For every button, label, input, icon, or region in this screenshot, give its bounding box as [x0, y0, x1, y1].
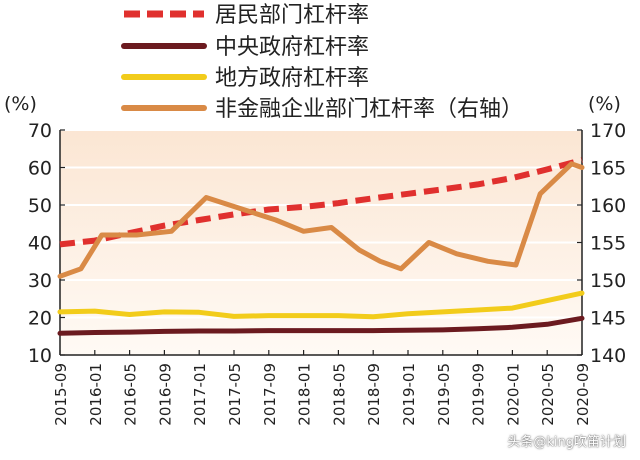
- left-tick-label: 20: [28, 308, 52, 330]
- right-tick-label: 160: [590, 195, 626, 217]
- right-tick-label: 140: [590, 345, 626, 367]
- x-tick-label: 2015-09: [52, 363, 70, 426]
- right-tick-label: 170: [590, 120, 626, 142]
- left-tick-label: 60: [28, 158, 52, 180]
- watermark: 头条@king吹笛计划: [507, 435, 626, 450]
- x-tick-label: 2016-05: [122, 363, 140, 426]
- x-tick-label: 2016-09: [156, 363, 174, 426]
- x-tick-label: 2019-05: [435, 363, 453, 426]
- right-unit-label: (%): [588, 93, 621, 115]
- x-tick-label: 2020-09: [574, 363, 592, 426]
- x-tick-label: 2019-01: [400, 363, 418, 426]
- x-tick-label: 2018-05: [330, 363, 348, 426]
- series-line-household: [59, 157, 583, 248]
- left-tick-label: 40: [28, 233, 52, 255]
- x-tick-label: 2020-05: [539, 363, 557, 426]
- x-tick-label: 2019-09: [470, 363, 488, 426]
- left-tick-label: 50: [28, 195, 52, 217]
- x-tick-label: 2016-01: [87, 363, 105, 426]
- series-line-central-gov: [57, 315, 585, 336]
- x-tick-label: 2017-01: [191, 363, 209, 426]
- x-tick-label: 2017-05: [226, 363, 244, 426]
- x-tick-label: 2020-01: [504, 363, 522, 426]
- left-tick-label: 70: [28, 120, 52, 142]
- right-tick-label: 155: [590, 233, 626, 255]
- x-tick-label: 2018-09: [365, 363, 383, 426]
- right-tick-label: 145: [590, 308, 626, 330]
- legend-household-label: 居民部门杠杆率: [215, 3, 369, 28]
- legend-central-gov-label: 中央政府杠杆率: [215, 35, 369, 60]
- x-tick-label: 2017-09: [261, 363, 279, 426]
- left-unit-label: (%): [4, 93, 37, 115]
- series-line-corporate: [57, 161, 585, 279]
- right-tick-label: 165: [590, 158, 626, 180]
- left-tick-label: 10: [28, 345, 52, 367]
- legend-local-gov-label: 地方政府杠杆率: [215, 66, 369, 91]
- series-line-local-gov: [57, 290, 585, 320]
- left-tick-label: 30: [28, 270, 52, 292]
- x-tick-label: 2018-01: [296, 363, 314, 426]
- legend-corporate-label: 非金融企业部门杠杆率（右轴）: [215, 97, 523, 122]
- right-tick-label: 150: [590, 270, 626, 292]
